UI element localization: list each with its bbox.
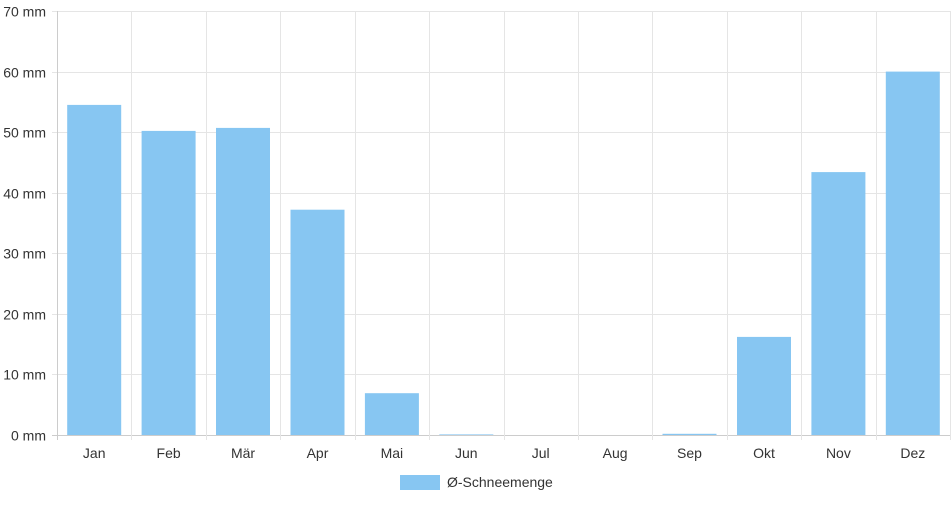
x-tick-label: Sep: [677, 445, 702, 461]
bar[interactable]: [141, 130, 196, 435]
x-tick-label: Mai: [381, 445, 404, 461]
y-tick-label: 50 mm: [3, 125, 46, 141]
x-tick-label: Mär: [231, 445, 255, 461]
bar[interactable]: [662, 433, 717, 435]
x-tick-label: Dez: [900, 445, 925, 461]
x-tick-label: Jan: [83, 445, 106, 461]
legend[interactable]: Ø-Schneemenge: [400, 474, 553, 490]
x-tick-label: Apr: [307, 445, 329, 461]
bar[interactable]: [811, 172, 866, 435]
legend-swatch[interactable]: [400, 475, 440, 490]
y-tick-label: 20 mm: [3, 307, 46, 323]
y-tick-label: 60 mm: [3, 65, 46, 81]
bars: [67, 71, 940, 436]
x-tick-label: Jun: [455, 445, 478, 461]
y-tick-label: 70 mm: [3, 4, 46, 20]
x-tick-label: Feb: [157, 445, 181, 461]
bar[interactable]: [364, 393, 419, 435]
bar[interactable]: [737, 336, 791, 435]
bar[interactable]: [216, 127, 270, 436]
x-tick-label: Okt: [753, 445, 775, 461]
bar[interactable]: [439, 434, 494, 435]
y-tick-label: 40 mm: [3, 186, 46, 202]
x-tick-label: Aug: [603, 445, 628, 461]
y-tick-label: 0 mm: [11, 428, 46, 444]
y-axis-ticks: 0 mm 10 mm 20 mm 30 mm 40 mm 50 mm 60 mm 70 mm: [3, 4, 46, 444]
y-tick-label: 30 mm: [3, 246, 46, 262]
bar[interactable]: [885, 71, 940, 435]
x-tick-label: Nov: [826, 445, 851, 461]
bar[interactable]: [67, 104, 122, 436]
legend-label[interactable]: Ø-Schneemenge: [447, 474, 553, 490]
bar[interactable]: [290, 209, 345, 435]
x-axis-ticks: Jan Feb Mär Apr Mai Jun Jul Aug Sep Okt Nov Dez: [83, 445, 925, 461]
x-tick-label: Jul: [532, 445, 550, 461]
y-tick-label: 10 mm: [3, 367, 46, 383]
grid-layer: [52, 11, 951, 440]
